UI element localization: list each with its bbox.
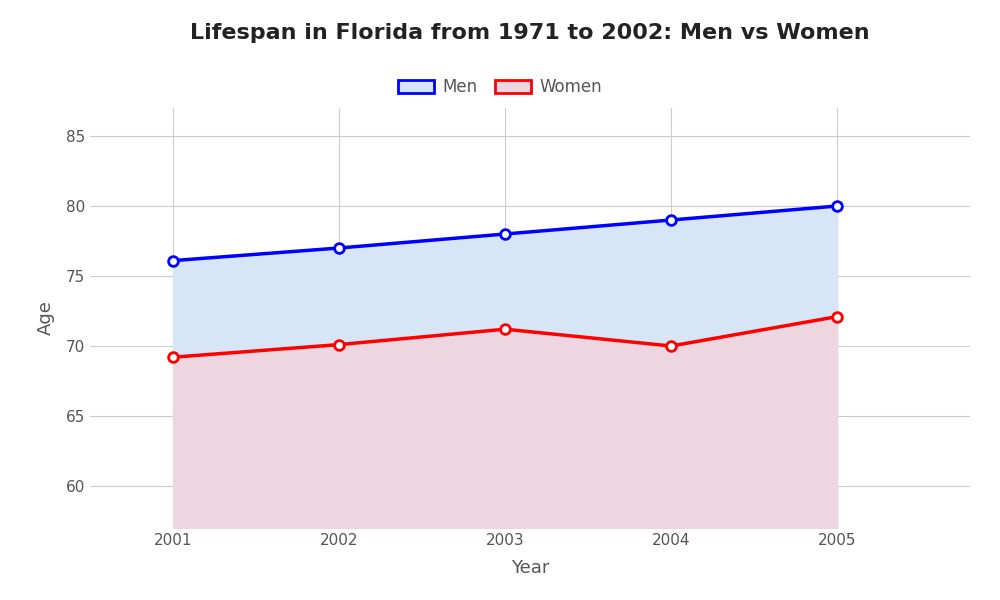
Title: Lifespan in Florida from 1971 to 2002: Men vs Women: Lifespan in Florida from 1971 to 2002: M… (190, 23, 870, 43)
X-axis label: Year: Year (511, 559, 549, 577)
Y-axis label: Age: Age (37, 301, 55, 335)
Legend: Men, Women: Men, Women (391, 71, 609, 103)
